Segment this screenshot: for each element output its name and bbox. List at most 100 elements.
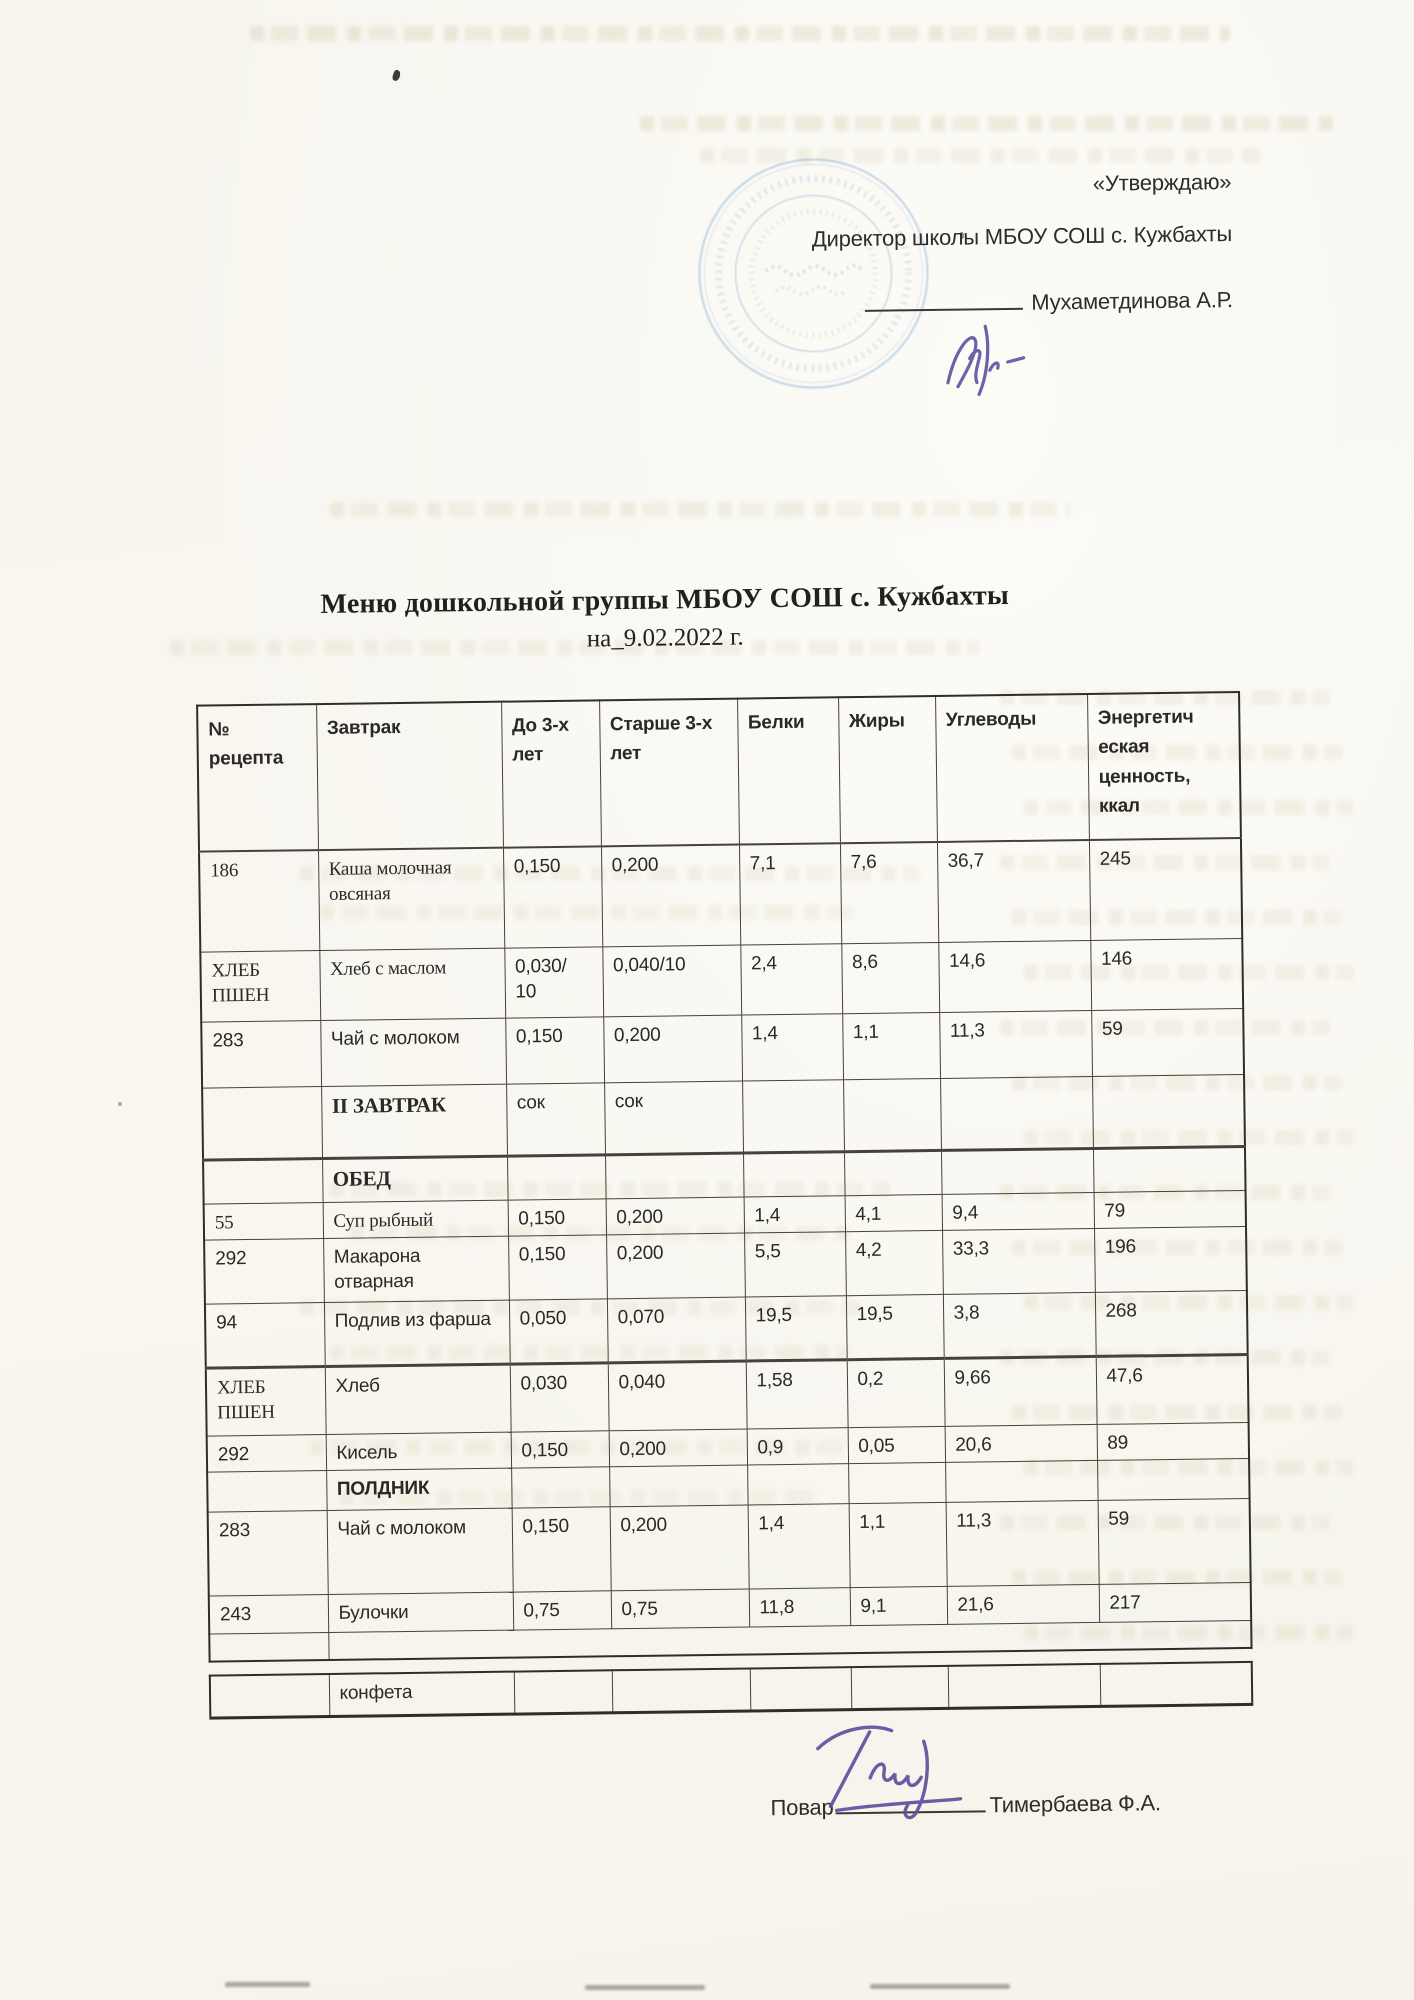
director-line: Директор школы МБОУ СОШ с. Кужбахты (811, 221, 1233, 252)
menu-cell: 243 (208, 1594, 329, 1634)
menu-cell: 0,200 (603, 1014, 743, 1083)
bleed-through-line (1000, 690, 1330, 705)
official-stamp-icon (689, 149, 938, 403)
menu-cell (1092, 1073, 1245, 1148)
column-header: № рецепта (197, 704, 319, 852)
column-header: Завтрак (316, 701, 503, 851)
bleed-through-line (1012, 910, 1342, 925)
menu-cell (747, 1463, 849, 1505)
menu-cell: 7,1 (738, 843, 842, 945)
bleed-through-line (1012, 745, 1342, 760)
scan-smudge (585, 1985, 705, 1990)
menu-cell (1092, 1145, 1246, 1192)
bleed-through-line (1000, 1020, 1330, 1035)
menu-cell: 0,200 (608, 1428, 748, 1467)
menu-cell: 79 (1093, 1189, 1247, 1229)
menu-cell: Чай с молоком (326, 1507, 513, 1595)
menu-cell (843, 1149, 942, 1196)
menu-cell: 292 (204, 1238, 324, 1304)
menu-cell: 0,75 (512, 1590, 612, 1630)
menu-cell (947, 1664, 1101, 1709)
menu-cell: Хлеб с маслом (319, 947, 506, 1021)
menu-cell: конфета (328, 1671, 515, 1717)
menu-row: 186 Каша молочная овсяная 0,150 0,200 7,1 7,6… (199, 837, 1243, 952)
extra-row-wrap: конфета (208, 1661, 1254, 1720)
menu-cell: 0,9 (746, 1427, 849, 1465)
approve-label: «Утверждаю» (1092, 169, 1232, 196)
menu-cell: ХЛЕБ ПШЕН (200, 950, 321, 1022)
menu-cell: сок (506, 1082, 606, 1156)
menu-cell: 0,200 (609, 1504, 749, 1591)
bleed-through-line (1024, 1625, 1354, 1640)
ink-speck (960, 232, 964, 239)
column-header: Белки (737, 697, 840, 845)
menu-cell (611, 1668, 751, 1713)
menu-cell: 0,050 (508, 1298, 608, 1364)
menu-row: II ЗАВТРАК сок сок (202, 1073, 1245, 1160)
menu-cell (202, 1086, 323, 1160)
title-line-2: на_9.02.2022 г. (586, 623, 744, 653)
menu-cell: 94 (204, 1302, 325, 1368)
menu-cell: Хлеб (324, 1363, 511, 1435)
menu-row: 283 Чай с молоком 0,150 0,200 1,4 1,1 11,3 59 (207, 1498, 1251, 1596)
bleed-through-line (1000, 855, 1330, 870)
menu-cell: 9,4 (941, 1191, 1095, 1231)
menu-cell: 21,6 (946, 1584, 1100, 1625)
bleed-through-line (1012, 1405, 1342, 1420)
bleed-through-line (1024, 800, 1354, 815)
menu-cell: Макарона отварная (323, 1235, 509, 1303)
menu-cell: 1,1 (848, 1502, 947, 1588)
menu-cell: 0,200 (606, 1232, 745, 1299)
menu-cell (850, 1666, 949, 1710)
menu-cell: 4,2 (845, 1230, 943, 1296)
menu-cell: 196 (1094, 1226, 1247, 1293)
menu-cell: 8,6 (841, 941, 940, 1014)
menu-cell: 0,05 (847, 1426, 946, 1464)
menu-row: конфета (209, 1662, 1253, 1719)
menu-cell: 19,5 (845, 1294, 944, 1360)
bleed-through-line (1012, 1570, 1342, 1585)
bleed-through-line (1012, 1075, 1342, 1090)
menu-cell: 11,3 (945, 1500, 1099, 1587)
menu-cell: 7,6 (839, 841, 939, 944)
menu-cell: 11,8 (748, 1587, 851, 1627)
bleed-through-line (1024, 1130, 1354, 1145)
menu-cell: 55 (203, 1202, 324, 1240)
bleed-through-line (1024, 965, 1354, 980)
director-signature-row: Мухаметдинова А.Р. (813, 287, 1234, 318)
bleed-through-line (1024, 1460, 1354, 1475)
menu-cell: 4,1 (844, 1193, 943, 1232)
menu-cell: Суп рыбный (322, 1199, 509, 1239)
menu-cell (209, 1632, 329, 1662)
menu-cell: 0,150 (508, 1234, 607, 1300)
menu-cell: 283 (207, 1510, 328, 1596)
menu-cell: сок (604, 1080, 743, 1155)
document-title: Меню дошкольной группы МБОУ СОШ с. Кужба… (135, 578, 1196, 660)
menu-cell (507, 1154, 606, 1200)
menu-cell (513, 1670, 613, 1715)
menu-cell: 89 (1096, 1422, 1250, 1461)
menu-cell: 0,150 (510, 1430, 610, 1468)
menu-cell (940, 1075, 1093, 1150)
title-line-1: Меню дошкольной группы МБОУ СОШ с. Кужба… (320, 580, 1010, 621)
menu-cell: Чай с молоком (320, 1017, 507, 1087)
column-header: Старше 3-х лет (599, 698, 739, 847)
menu-cell: II ЗАВТРАК (321, 1083, 508, 1159)
menu-cell: 268 (1094, 1290, 1248, 1357)
menu-cell: 33,3 (942, 1228, 1095, 1295)
column-header: Энергетич еская ценность, ккал (1087, 692, 1241, 840)
menu-cell: 0,070 (606, 1296, 746, 1363)
menu-cell: 0,2 (846, 1358, 945, 1428)
menu-cell: 186 (199, 850, 320, 952)
bleed-through-line (1000, 1185, 1330, 1200)
menu-cell (609, 1464, 748, 1507)
menu-cell: 0,200 (600, 844, 741, 947)
menu-cell: 5,5 (744, 1231, 846, 1297)
menu-cell: 59 (1097, 1498, 1251, 1585)
menu-cell: 0,150 (502, 846, 603, 948)
menu-cell: 217 (1098, 1582, 1252, 1623)
signature-line (865, 289, 1024, 312)
menu-cell (605, 1152, 744, 1199)
